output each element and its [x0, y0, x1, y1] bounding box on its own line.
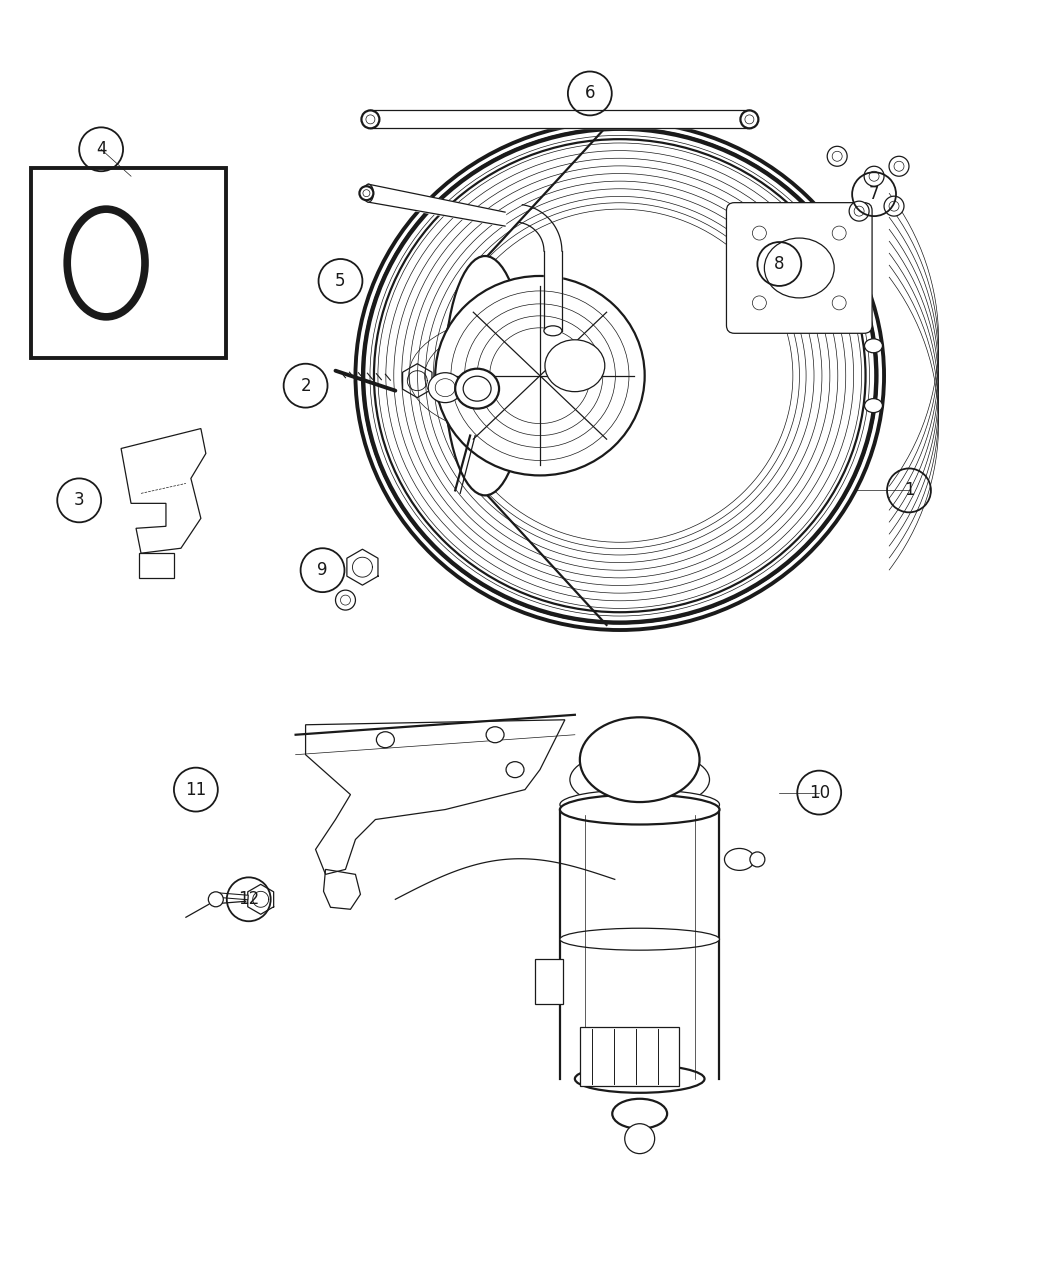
Ellipse shape	[428, 372, 462, 403]
Ellipse shape	[445, 256, 525, 496]
Ellipse shape	[365, 111, 376, 129]
Bar	[32, 168, 226, 358]
Bar	[534, 959, 563, 1003]
Text: 4: 4	[96, 140, 106, 158]
Ellipse shape	[560, 928, 719, 950]
Text: 5: 5	[335, 272, 345, 289]
Ellipse shape	[724, 848, 754, 871]
Ellipse shape	[864, 166, 884, 186]
Ellipse shape	[376, 732, 395, 747]
Text: 3: 3	[74, 491, 84, 510]
Ellipse shape	[506, 761, 524, 778]
Ellipse shape	[356, 121, 884, 630]
Ellipse shape	[208, 891, 224, 907]
Ellipse shape	[864, 399, 882, 413]
Ellipse shape	[753, 296, 766, 310]
Ellipse shape	[750, 852, 764, 867]
Ellipse shape	[625, 1123, 654, 1154]
Ellipse shape	[361, 111, 379, 129]
Ellipse shape	[753, 226, 766, 240]
Ellipse shape	[363, 184, 374, 203]
Ellipse shape	[545, 340, 605, 391]
Bar	[139, 553, 174, 578]
Ellipse shape	[884, 196, 904, 217]
Bar	[560, 810, 719, 1079]
Ellipse shape	[570, 750, 710, 810]
Ellipse shape	[849, 201, 869, 221]
Text: 6: 6	[585, 84, 595, 102]
Ellipse shape	[456, 368, 499, 408]
Ellipse shape	[336, 590, 356, 609]
Ellipse shape	[889, 157, 909, 176]
Ellipse shape	[560, 794, 719, 825]
Ellipse shape	[560, 789, 719, 820]
Ellipse shape	[744, 111, 754, 129]
Text: 1: 1	[904, 482, 915, 500]
Ellipse shape	[436, 275, 645, 476]
Ellipse shape	[740, 111, 758, 129]
Text: 8: 8	[774, 255, 784, 273]
Ellipse shape	[827, 147, 847, 166]
Ellipse shape	[833, 226, 846, 240]
Ellipse shape	[612, 1099, 667, 1128]
Text: 11: 11	[185, 780, 207, 798]
Text: 10: 10	[808, 784, 830, 802]
Ellipse shape	[544, 326, 562, 335]
Text: 12: 12	[238, 890, 259, 908]
FancyBboxPatch shape	[580, 1026, 678, 1086]
Ellipse shape	[580, 718, 699, 802]
FancyBboxPatch shape	[727, 203, 873, 333]
Text: 2: 2	[300, 376, 311, 395]
Ellipse shape	[359, 186, 374, 200]
Ellipse shape	[833, 296, 846, 310]
Ellipse shape	[864, 339, 882, 353]
Ellipse shape	[764, 238, 834, 298]
Ellipse shape	[486, 727, 504, 743]
Text: 7: 7	[868, 185, 879, 203]
Ellipse shape	[574, 1065, 705, 1093]
Text: 9: 9	[317, 561, 328, 579]
